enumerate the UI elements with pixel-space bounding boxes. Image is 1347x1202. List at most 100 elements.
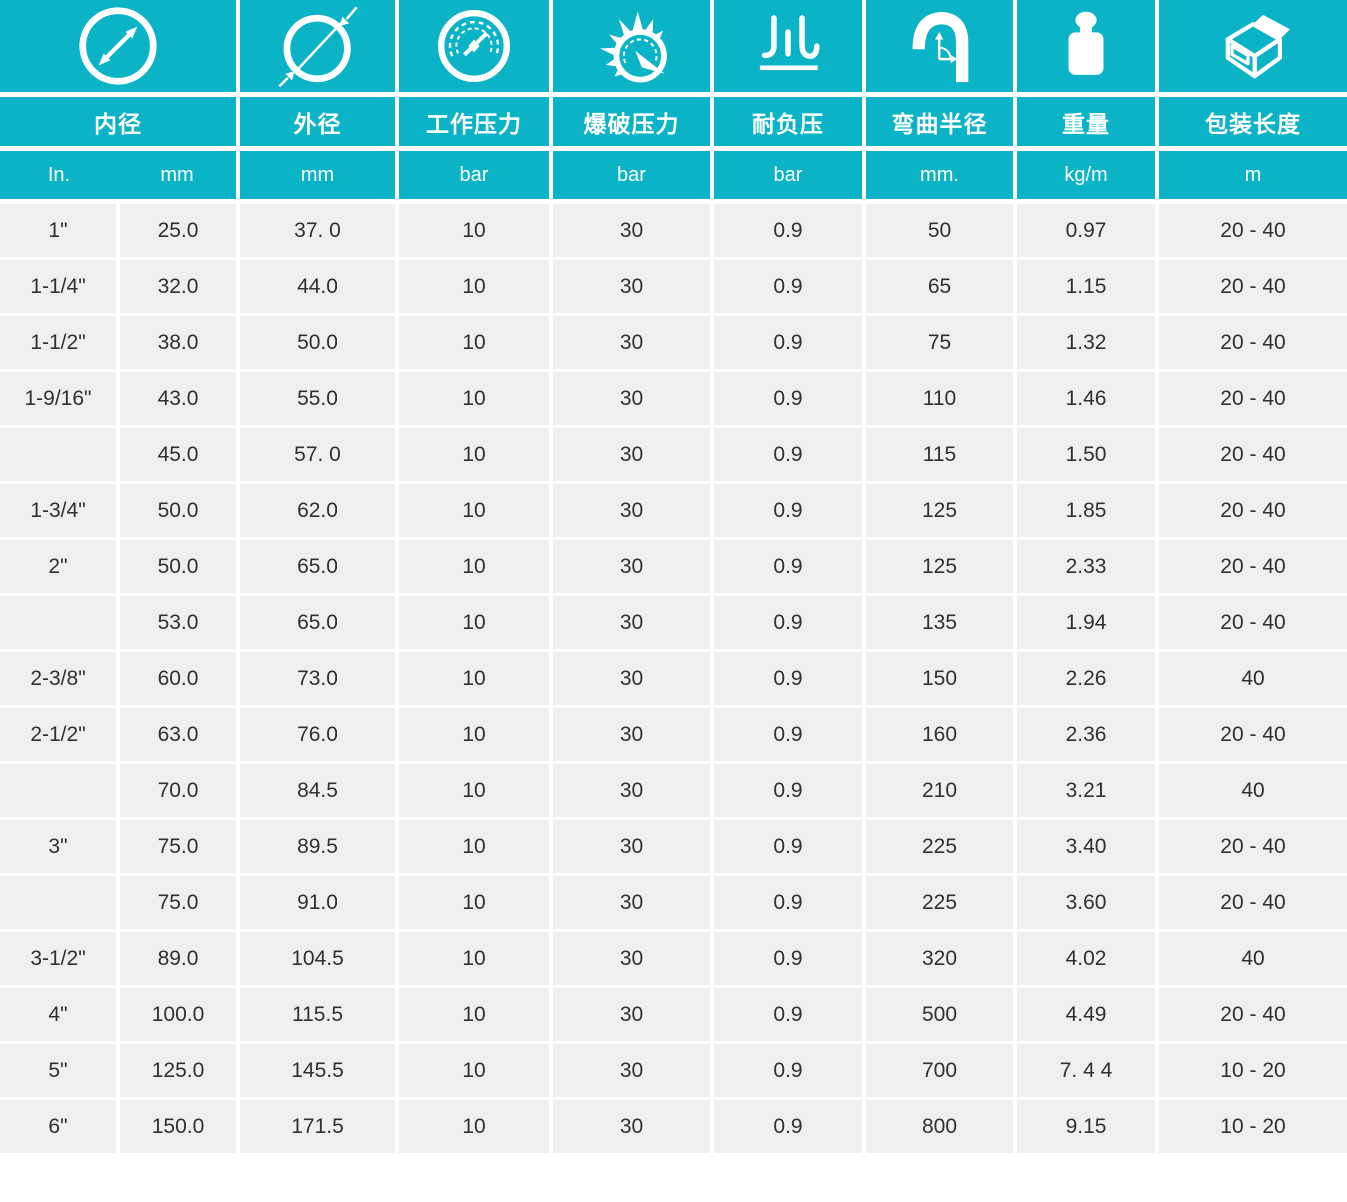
table-cell: 30 <box>553 652 710 705</box>
table-cell: 60.0 <box>120 652 236 705</box>
table-cell: 10 <box>399 428 549 481</box>
column-header-vacuum-resistance: 耐负压 <box>714 97 862 146</box>
table-cell: 4.02 <box>1017 932 1155 985</box>
table-cell: 37. 0 <box>240 204 395 257</box>
table-cell: 20 - 40 <box>1159 428 1347 481</box>
table-cell: 3.40 <box>1017 820 1155 873</box>
table-cell: 20 - 40 <box>1159 596 1347 649</box>
table-cell: 110 <box>866 372 1013 425</box>
table-cell: 10 <box>399 820 549 873</box>
table-cell: 30 <box>553 596 710 649</box>
table-cell: 30 <box>553 708 710 761</box>
table-cell: 30 <box>553 484 710 537</box>
unit-package-length: m <box>1159 151 1347 199</box>
table-cell: 20 - 40 <box>1159 316 1347 369</box>
table-cell: 0.9 <box>714 484 862 537</box>
column-header-inner-diameter: 内径 <box>0 97 236 146</box>
table-cell: 30 <box>553 372 710 425</box>
table-cell: 1.94 <box>1017 596 1155 649</box>
table-cell: 10 - 20 <box>1159 1100 1347 1153</box>
table-cell: 30 <box>553 876 710 929</box>
table-cell: 3.60 <box>1017 876 1155 929</box>
table-cell: 0.9 <box>714 260 862 313</box>
table-cell: 89.0 <box>120 932 236 985</box>
table-cell: 0.9 <box>714 988 862 1041</box>
table-cell: 2.36 <box>1017 708 1155 761</box>
table-cell: 20 - 40 <box>1159 708 1347 761</box>
table-cell: 1-9/16" <box>0 372 116 425</box>
table-cell: 0.9 <box>714 820 862 873</box>
table-cell: 3" <box>0 820 116 873</box>
table-cell: 10 <box>399 204 549 257</box>
table-cell: 45.0 <box>120 428 236 481</box>
burst-pressure-icon-cell <box>553 0 710 92</box>
table-cell: 10 <box>399 372 549 425</box>
table-cell: 2-3/8" <box>0 652 116 705</box>
table-cell: 30 <box>553 1100 710 1153</box>
table-cell: 10 <box>399 876 549 929</box>
table-cell: 10 <box>399 1100 549 1153</box>
table-cell: 2" <box>0 540 116 593</box>
table-cell: 0.9 <box>714 1100 862 1153</box>
outer-diameter-icon <box>277 6 358 88</box>
outer-diameter-icon-cell <box>240 0 395 92</box>
table-cell: 160 <box>866 708 1013 761</box>
table-cell: 30 <box>553 764 710 817</box>
table-cell: 50.0 <box>120 484 236 537</box>
table-cell: 44.0 <box>240 260 395 313</box>
table-cell <box>0 876 116 929</box>
column-header-weight: 重量 <box>1017 97 1155 146</box>
table-cell: 40 <box>1159 932 1347 985</box>
table-row: 45.0 57. 0 10 30 0.9 115 1.50 20 - 40 <box>0 428 1347 481</box>
table-cell: 700 <box>866 1044 1013 1097</box>
icon-row <box>0 0 1347 92</box>
table-cell: 10 <box>399 596 549 649</box>
table-cell: 0.9 <box>714 316 862 369</box>
inner-diameter-icon <box>79 7 157 85</box>
table-cell: 20 - 40 <box>1159 876 1347 929</box>
table-cell: 210 <box>866 764 1013 817</box>
table-cell: 65.0 <box>240 540 395 593</box>
table-row: 53.0 65.0 10 30 0.9 135 1.94 20 - 40 <box>0 596 1347 649</box>
table-cell: 0.9 <box>714 764 862 817</box>
table-cell: 76.0 <box>240 708 395 761</box>
table-cell: 32.0 <box>120 260 236 313</box>
table-cell: 38.0 <box>120 316 236 369</box>
table-cell: 89.5 <box>240 820 395 873</box>
bend-radius-icon <box>912 11 968 83</box>
weight-icon <box>1068 11 1104 75</box>
table-cell: 0.9 <box>714 428 862 481</box>
table-cell: 10 <box>399 708 549 761</box>
table-row: 6" 150.0 171.5 10 30 0.9 800 9.15 10 - 20 <box>0 1100 1347 1153</box>
table-cell: 30 <box>553 540 710 593</box>
table-cell: 10 <box>399 540 549 593</box>
table-row: 1-9/16" 43.0 55.0 10 30 0.9 110 1.46 20 - 40 <box>0 372 1347 425</box>
table-cell: 30 <box>553 1044 710 1097</box>
table-cell: 0.9 <box>714 876 862 929</box>
table-row: 5" 125.0 145.5 10 30 0.9 700 7. 4 4 10 - 20 <box>0 1044 1347 1097</box>
bend-radius-icon-cell <box>866 0 1013 92</box>
table-row: 1" 25.0 37. 0 10 30 0.9 50 0.97 20 - 40 <box>0 204 1347 257</box>
table-cell: 40 <box>1159 652 1347 705</box>
table-row: 70.0 84.5 10 30 0.9 210 3.21 40 <box>0 764 1347 817</box>
table-row: 1-1/4" 32.0 44.0 10 30 0.9 65 1.15 20 - 40 <box>0 260 1347 313</box>
table-cell: 10 - 20 <box>1159 1044 1347 1097</box>
pressure-gauge-icon-cell <box>399 0 549 92</box>
table-cell: 145.5 <box>240 1044 395 1097</box>
table-cell: 30 <box>553 204 710 257</box>
table-cell: 0.97 <box>1017 204 1155 257</box>
table-cell: 1.15 <box>1017 260 1155 313</box>
table-cell: 20 - 40 <box>1159 484 1347 537</box>
table-cell: 75 <box>866 316 1013 369</box>
table-cell: 53.0 <box>120 596 236 649</box>
table-cell: 225 <box>866 820 1013 873</box>
column-header-working-pressure: 工作压力 <box>399 97 549 146</box>
table-cell: 10 <box>399 932 549 985</box>
table-cell: 2.26 <box>1017 652 1155 705</box>
column-header-package-length: 包装长度 <box>1159 97 1347 146</box>
table-row: 3" 75.0 89.5 10 30 0.9 225 3.40 20 - 40 <box>0 820 1347 873</box>
table-cell: 50.0 <box>240 316 395 369</box>
vacuum-resistance-icon-cell <box>714 0 862 92</box>
table-row: 3-1/2" 89.0 104.5 10 30 0.9 320 4.02 40 <box>0 932 1347 985</box>
vacuum-resistance-icon <box>759 15 820 71</box>
